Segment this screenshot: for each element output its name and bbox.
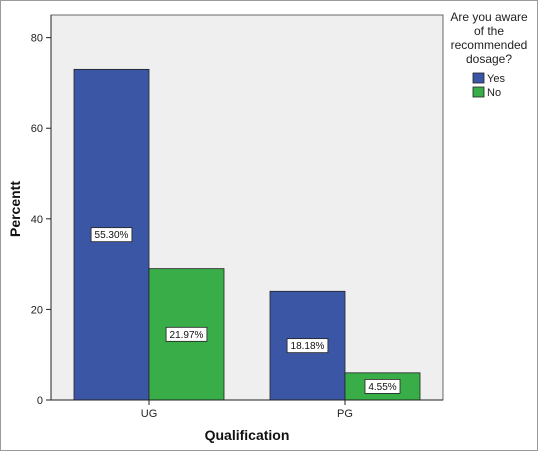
legend-title-line-2: of the: [474, 24, 504, 38]
data-label-box-no-pg: [364, 379, 401, 394]
legend-label-yes: Yes: [487, 73, 505, 85]
legend-title-line-4: dosage?: [466, 52, 512, 66]
data-label-yes-pg: 18.18%: [291, 341, 325, 352]
y-tick-label-0: 0: [37, 395, 43, 407]
legend-swatch-no: [472, 86, 485, 98]
data-label-yes-ug: 55.30%: [95, 230, 129, 241]
data-label-no-pg: 4.55%: [368, 382, 396, 393]
x-axis-title: Qualification: [205, 427, 290, 443]
y-tick-label-80: 80: [31, 33, 43, 45]
y-axis-title: Percentt: [7, 181, 23, 237]
legend-swatch-yes: [472, 72, 485, 84]
axes-group: 0 20 40 60 80 UG PG: [31, 15, 443, 420]
y-tick-label-60: 60: [31, 123, 43, 135]
data-label-box-yes-ug: [90, 227, 133, 243]
data-label-box-no-ug: [165, 326, 208, 342]
x-tick-label-ug: UG: [141, 408, 158, 420]
data-label-box-yes-pg: [286, 338, 329, 354]
x-tick-label-pg: PG: [337, 408, 353, 420]
legend-title-line-3: recommended: [451, 38, 528, 52]
legend-label-no: No: [487, 87, 501, 99]
legend: Are you aware of the recommended dosage?…: [450, 10, 528, 99]
data-labels-group: 55.30% 21.97% 18.18% 4.55%: [90, 227, 401, 394]
data-label-no-ug: 21.97%: [170, 330, 204, 341]
y-tick-label-20: 20: [31, 304, 43, 316]
legend-title-line-1: Are you aware: [450, 10, 528, 24]
y-tick-label-40: 40: [31, 214, 43, 226]
